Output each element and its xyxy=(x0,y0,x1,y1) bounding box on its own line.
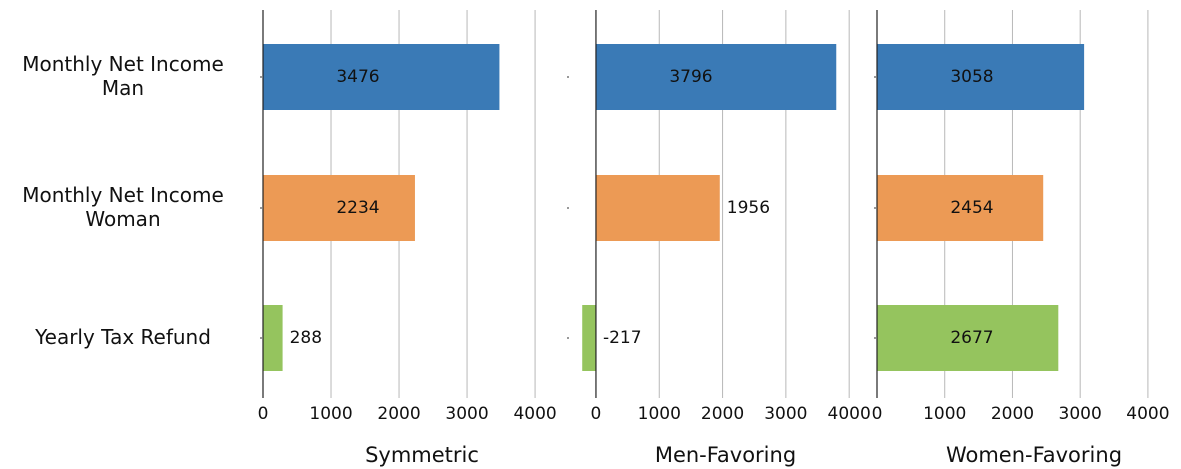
x-tick-label: 4000 xyxy=(828,404,871,424)
value-label: 2454 xyxy=(950,198,993,218)
bar xyxy=(595,44,837,110)
value-label: -217 xyxy=(603,328,642,348)
x-axis-label: Men-Favoring xyxy=(655,443,796,467)
y-tick-label: Yearly Tax Refund xyxy=(34,325,211,349)
value-label: 3796 xyxy=(669,67,712,87)
x-tick-label: 1000 xyxy=(923,404,966,424)
value-label: 3476 xyxy=(336,67,379,87)
x-tick-label: 2000 xyxy=(377,404,420,424)
value-label: 1956 xyxy=(727,198,770,218)
x-tick-label: 3000 xyxy=(1059,404,1102,424)
x-tick-label: 3000 xyxy=(445,404,488,424)
value-label: 288 xyxy=(290,328,322,348)
bar xyxy=(263,44,500,110)
bar xyxy=(582,305,596,371)
x-tick-label: 2000 xyxy=(991,404,1034,424)
bar xyxy=(595,175,720,241)
x-tick-label: 3000 xyxy=(764,404,807,424)
x-tick-label: 1000 xyxy=(309,404,352,424)
value-label: 3058 xyxy=(950,67,993,87)
x-tick-label: 0 xyxy=(872,404,883,424)
x-tick-label: 0 xyxy=(258,404,269,424)
y-tick-label: Monthly Net Income Woman xyxy=(22,183,224,231)
y-tick-label: Monthly Net Income Man xyxy=(22,52,224,100)
value-label: 2677 xyxy=(950,328,993,348)
value-label: 2234 xyxy=(336,198,379,218)
bar xyxy=(877,305,1059,371)
bar xyxy=(263,175,415,241)
bar xyxy=(877,44,1085,110)
x-tick-label: 0 xyxy=(591,404,602,424)
x-tick-label: 4000 xyxy=(513,404,556,424)
x-axis-label: Symmetric xyxy=(365,443,479,467)
bar xyxy=(877,175,1044,241)
x-tick-label: 2000 xyxy=(701,404,744,424)
x-tick-label: 1000 xyxy=(638,404,681,424)
x-axis-label: Women-Favoring xyxy=(946,443,1122,467)
bar xyxy=(263,305,283,371)
x-tick-label: 4000 xyxy=(1126,404,1169,424)
